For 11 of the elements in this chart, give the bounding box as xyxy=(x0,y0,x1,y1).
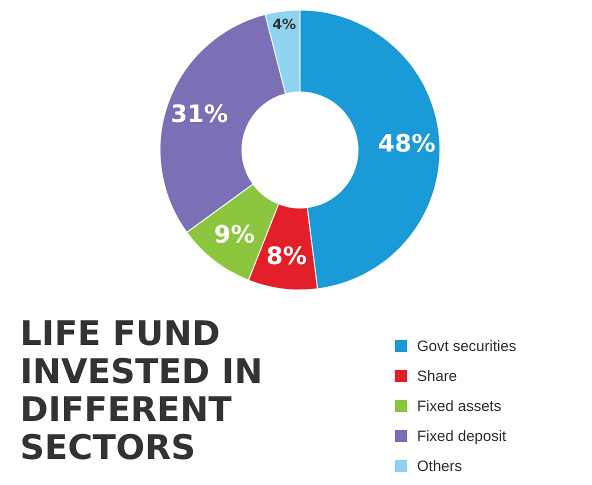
data-label: 31% xyxy=(170,100,228,128)
data-label: 4% xyxy=(272,16,296,33)
data-label: 9% xyxy=(214,220,255,249)
data-label: 48% xyxy=(378,129,436,158)
legend-label: Others xyxy=(417,458,462,475)
text: LIFE FUND INVESTED IN DIFFERENT SECTORS xyxy=(20,314,263,468)
legend-label: Govt securities xyxy=(417,338,516,355)
data-label: 8% xyxy=(266,242,307,270)
legend-label: Share xyxy=(417,368,458,385)
legend-label: Fixed deposit xyxy=(417,428,508,445)
legend-label: Fixed assets xyxy=(417,398,502,415)
